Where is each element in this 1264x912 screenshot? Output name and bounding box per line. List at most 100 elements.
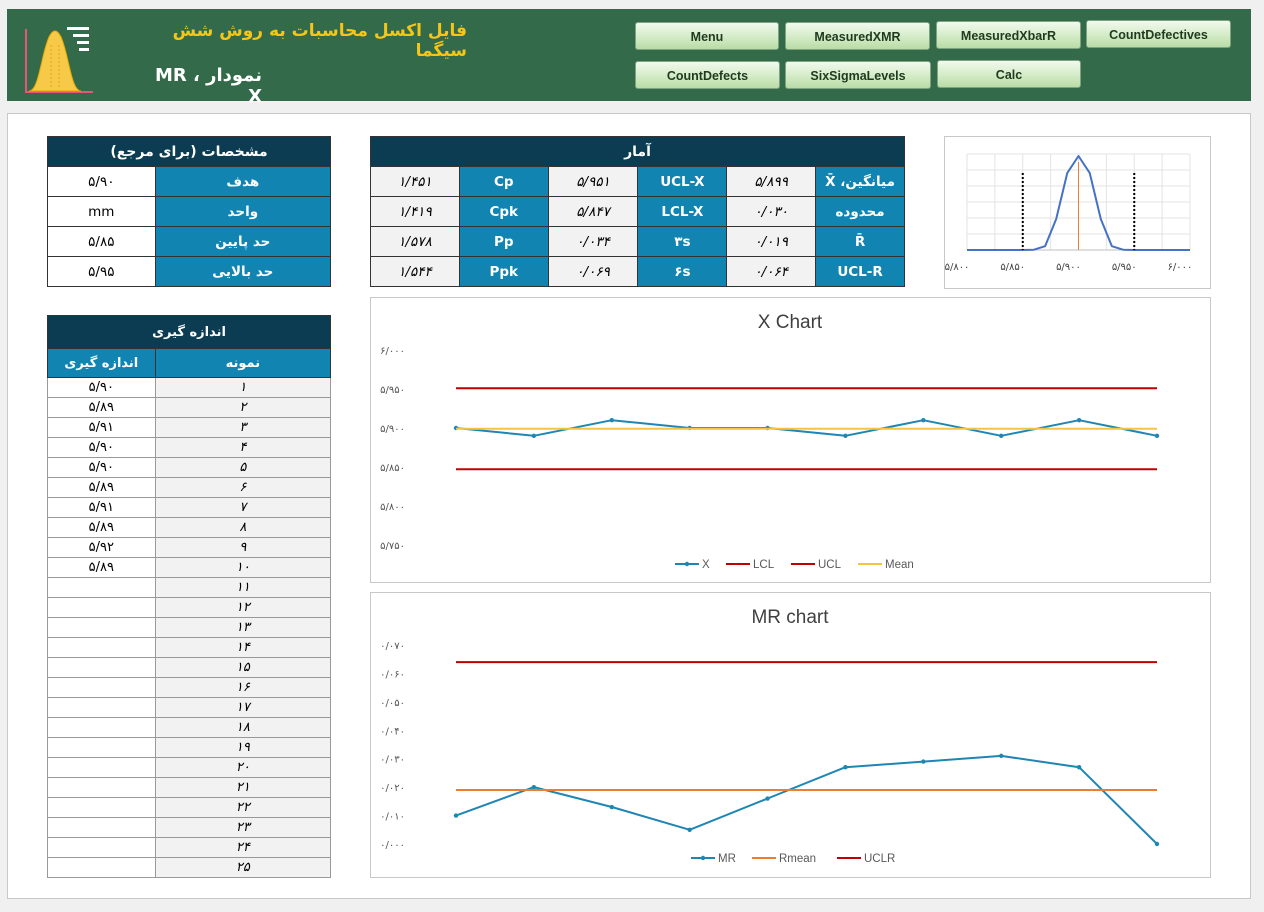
measurement-value[interactable]: ۵/۸۹	[47, 517, 156, 538]
x-tick-label: ۵/۸۰۰	[945, 262, 969, 273]
stat-label-6s: ۶s	[637, 256, 728, 287]
table-row: ۶ ۵/۸۹	[47, 477, 332, 498]
distribution-chart: ۵/۸۰۰ ۵/۸۵۰ ۵/۹۰۰ ۵/۹۵۰ ۶/۰۰۰	[944, 136, 1211, 289]
stat-label-mean: میانگین، X̄	[815, 166, 905, 197]
data-point-mr	[765, 796, 770, 801]
measurements-table: اندازه گیری نمونه اندازه گیری ۱ ۵/۹۰ ۲ ۵/۸۹…	[47, 315, 332, 878]
measurement-value[interactable]	[47, 697, 156, 718]
stat-value-3s: ۰/۰۳۴	[547, 226, 639, 257]
stat-label-lcl-x: LCL-X	[637, 196, 728, 227]
data-point-mr	[453, 813, 459, 818]
measurement-value[interactable]	[47, 797, 156, 818]
y-tick-label: ۵/۹۰۰	[380, 424, 405, 435]
data-point-x	[609, 418, 614, 423]
table-row: ۹ ۵/۹۲	[47, 537, 332, 558]
sample-number: ۱	[154, 377, 332, 398]
chart-title: X Chart	[758, 312, 823, 333]
spec-label-unit: واحد	[154, 196, 332, 227]
measurement-value[interactable]	[47, 817, 156, 838]
measurement-value[interactable]: ۵/۹۰	[47, 377, 156, 398]
stat-label-ucl-r: UCL-R	[815, 256, 905, 287]
six-sigma-levels-button[interactable]: SixSigmaLevels	[785, 61, 931, 89]
table-row: ۱۸	[47, 717, 332, 738]
sample-number: ۴	[154, 437, 332, 458]
measurement-value[interactable]	[47, 717, 156, 738]
table-row: ۲۴	[47, 837, 332, 858]
calc-button[interactable]: Calc	[937, 60, 1081, 88]
measurement-value[interactable]	[47, 577, 156, 598]
specs-title: مشخصات (برای مرجع)	[47, 136, 331, 167]
sample-number: ۷	[154, 497, 332, 518]
table-row: ۱۳	[47, 617, 332, 638]
stat-value-mean: ۵/۸۹۹	[726, 166, 817, 197]
data-point-mr	[843, 765, 848, 770]
measurement-value[interactable]	[47, 657, 156, 678]
stat-label-ppk: Ppk	[458, 256, 549, 287]
stat-value-cp: ۱/۴۵۱	[370, 166, 460, 197]
data-point-x	[999, 433, 1004, 438]
mr-chart: MR chart ۰/۰۷۰ ۰/۰۶۰ ۰/۰۵۰ ۰/۰۴۰ ۰/۰۳۰ ۰/۰۲۰ ۰/…	[370, 592, 1211, 878]
measurement-value[interactable]: ۵/۹۰	[47, 457, 156, 478]
measurement-value[interactable]: ۵/۸۹	[47, 397, 156, 418]
data-point-x	[1076, 418, 1082, 423]
measurement-value[interactable]	[47, 777, 156, 798]
spec-value-unit[interactable]: mm	[47, 196, 156, 227]
menu-button[interactable]: Menu	[635, 22, 779, 50]
stat-label-ucl-x: UCL-X	[637, 166, 728, 197]
sample-number: ۱۸	[154, 717, 332, 738]
chart-title: MR chart	[751, 607, 829, 628]
stat-value-cpk: ۱/۴۱۹	[370, 196, 460, 227]
col-header-measure: اندازه گیری	[47, 348, 156, 378]
data-point-mr	[1076, 765, 1082, 770]
measurement-value[interactable]	[47, 597, 156, 618]
legend-label-uclr: UCLR	[864, 853, 895, 865]
measurements-title: اندازه گیری	[47, 315, 331, 349]
measurement-value[interactable]	[47, 637, 156, 658]
measurement-value[interactable]	[47, 737, 156, 758]
spec-value-upper[interactable]: ۵/۹۵	[47, 256, 156, 287]
stat-label-3s: ۳s	[637, 226, 728, 257]
measurement-value[interactable]	[47, 757, 156, 778]
legend-label-lcl: LCL	[753, 559, 775, 571]
y-tick-label: ۰/۰۷۰	[380, 641, 405, 652]
measurement-value[interactable]: ۵/۹۱	[47, 497, 156, 518]
col-header-sample: نمونه	[154, 348, 332, 378]
y-tick-label: ۰/۰۶۰	[380, 669, 405, 680]
stats-title: آمار	[370, 136, 905, 167]
x-tick-label: ۵/۹۰۰	[1056, 262, 1081, 273]
measurement-value[interactable]	[47, 857, 156, 878]
count-defects-button[interactable]: CountDefects	[635, 61, 780, 89]
measured-xbarr-button[interactable]: MeasuredXbarR	[936, 21, 1081, 49]
measurement-value[interactable]: ۵/۹۰	[47, 437, 156, 458]
measurement-value[interactable]	[47, 617, 156, 638]
measurement-value[interactable]	[47, 837, 156, 858]
measurement-value[interactable]: ۵/۸۹	[47, 557, 156, 578]
measurement-value[interactable]	[47, 677, 156, 698]
sample-number: ۱۹	[154, 737, 332, 758]
spec-value-target[interactable]: ۵/۹۰	[47, 166, 156, 197]
legend-label-ucl: UCL	[818, 559, 842, 571]
spec-value-lower[interactable]: ۵/۸۵	[47, 226, 156, 257]
y-tick-label: ۰/۰۳۰	[380, 755, 405, 766]
stat-value-6s: ۰/۰۶۹	[547, 256, 639, 287]
sample-number: ۲۰	[154, 757, 332, 778]
measurement-value[interactable]: ۵/۸۹	[47, 477, 156, 498]
stat-value-ucl-r: ۰/۰۶۴	[726, 256, 817, 287]
stat-value-range: ۰/۰۳۰	[726, 196, 817, 227]
count-defectives-button[interactable]: CountDefectives	[1086, 20, 1231, 48]
table-row: ۱۶	[47, 677, 332, 698]
measurement-value[interactable]: ۵/۹۲	[47, 537, 156, 558]
y-tick-label: ۰/۰۱۰	[380, 812, 405, 823]
series-line-mr	[455, 754, 1158, 845]
measurement-value[interactable]: ۵/۹۱	[47, 417, 156, 438]
spec-label-upper: حد بالایی	[154, 256, 332, 287]
table-row: ۱۷	[47, 697, 332, 718]
sample-number: ۱۴	[154, 637, 332, 658]
sample-number: ۵	[154, 457, 332, 478]
measured-xmr-button[interactable]: MeasuredXMR	[785, 22, 930, 50]
table-row: ۱۹	[47, 737, 332, 758]
table-row: ۷ ۵/۹۱	[47, 497, 332, 518]
table-row: ۲۳	[47, 817, 332, 838]
data-point-mr	[609, 804, 614, 810]
table-row: ۴ ۵/۹۰	[47, 437, 332, 458]
